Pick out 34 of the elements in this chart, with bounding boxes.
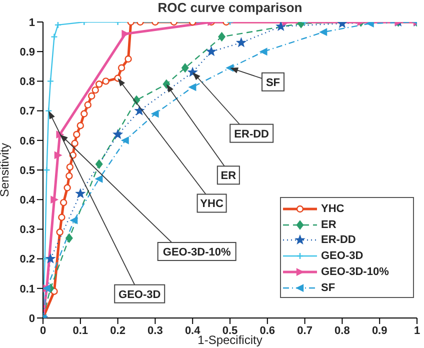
legend-label: SF (321, 282, 336, 294)
y-tick-label: 0.7 (20, 106, 35, 118)
y-tick-label: 0.9 (20, 46, 35, 59)
y-tick-label: 0.4 (20, 194, 36, 207)
x-tick-label: 0.1 (72, 324, 88, 337)
y-tick-label: 0 (28, 312, 35, 325)
annotation: ER-DD (234, 128, 270, 140)
x-tick-label: 0.8 (334, 324, 350, 337)
legend-label: GEO-3D (321, 250, 364, 262)
x-tick-label: 0.7 (297, 324, 312, 337)
y-tick-label: 0.5 (20, 164, 35, 177)
annotation: GEO-3D-10% (162, 246, 231, 258)
x-tick-label: 0.3 (148, 324, 163, 337)
legend-label: YHC (321, 202, 344, 215)
x-tick-label: 0.6 (260, 324, 276, 337)
y-tick-label: 1 (28, 16, 35, 29)
annotation: ER (220, 170, 236, 182)
x-tick-label: 1 (414, 324, 420, 337)
x-tick-label: 0 (40, 324, 46, 337)
y-tick-label: 0.6 (20, 135, 35, 148)
x-tick-label: 0.9 (372, 324, 388, 337)
legend-label: ER (321, 218, 336, 231)
legend-label: ER-DD (321, 234, 356, 246)
x-tick-label: 0.2 (110, 324, 126, 337)
y-tick-label: 0.1 (20, 283, 35, 296)
y-axis-title: Sensitivity (0, 142, 12, 198)
y-tick-label: 0.8 (20, 76, 35, 88)
y-tick-label: 0.2 (20, 254, 35, 266)
annotation: GEO-3D (118, 288, 161, 301)
annotation: YHC (200, 198, 224, 210)
y-tick-label: 0.3 (20, 224, 35, 236)
legend-label: GEO-3D-10% (321, 266, 389, 278)
chart-title: ROC curve comparison (156, 0, 304, 15)
annotation: SF (266, 76, 280, 89)
